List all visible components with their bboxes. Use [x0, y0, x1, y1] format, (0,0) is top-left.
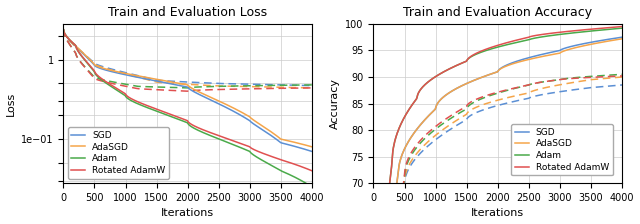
Y-axis label: Loss: Loss — [6, 91, 15, 116]
X-axis label: Iterations: Iterations — [161, 209, 214, 218]
X-axis label: Iterations: Iterations — [471, 209, 524, 218]
Legend: SGD, AdaSGD, Adam, Rotated AdamW: SGD, AdaSGD, Adam, Rotated AdamW — [68, 127, 169, 179]
Title: Train and Evaluation Accuracy: Train and Evaluation Accuracy — [403, 6, 593, 19]
Legend: SGD, AdaSGD, Adam, Rotated AdamW: SGD, AdaSGD, Adam, Rotated AdamW — [511, 124, 612, 175]
Title: Train and Evaluation Loss: Train and Evaluation Loss — [108, 6, 268, 19]
Y-axis label: Accuracy: Accuracy — [330, 78, 340, 129]
